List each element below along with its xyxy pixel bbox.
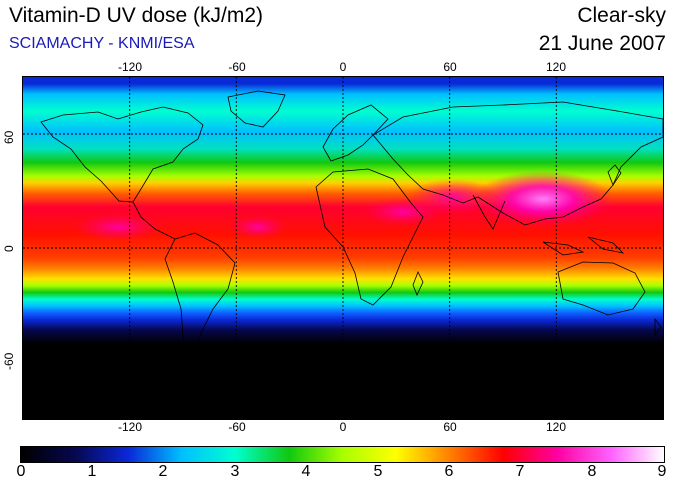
colorbar-label: 5	[373, 463, 383, 480]
uv-dose-map	[22, 76, 664, 420]
sky-condition: Clear-sky	[577, 4, 666, 27]
lon-tick-bottom: 120	[545, 420, 567, 434]
lon-tick-top: 0	[339, 60, 347, 74]
lon-tick-bottom: 60	[443, 420, 457, 434]
lat-tick-left: 60	[2, 130, 16, 144]
lon-tick-bottom: -60	[228, 420, 246, 434]
lon-tick-top: -120	[117, 60, 143, 74]
colorbar-label: 8	[587, 463, 597, 480]
lon-tick-top: -60	[228, 60, 246, 74]
colorbar-label: 0	[16, 463, 26, 480]
colorbar-label: 4	[301, 463, 311, 480]
colorbar-label: 6	[444, 463, 454, 480]
map-subtitle: SCIAMACHY - KNMI/ESA	[9, 35, 195, 52]
lon-tick-bottom: 0	[339, 420, 347, 434]
lat-tick-left: 0	[2, 245, 16, 252]
colorbar-label: 2	[158, 463, 168, 480]
colorbar-label: 9	[657, 463, 667, 480]
lon-tick-bottom: -120	[117, 420, 143, 434]
color-scale-bar	[20, 446, 665, 463]
lat-tick-left: -60	[2, 352, 16, 370]
map-date: 21 June 2007	[538, 32, 666, 55]
colorbar-label: 1	[87, 463, 97, 480]
lon-tick-top: 60	[443, 60, 457, 74]
colorbar-label: 7	[515, 463, 525, 480]
lon-tick-top: 120	[545, 60, 567, 74]
map-title: Vitamin-D UV dose (kJ/m2)	[9, 4, 264, 27]
colorbar-label: 3	[230, 463, 240, 480]
